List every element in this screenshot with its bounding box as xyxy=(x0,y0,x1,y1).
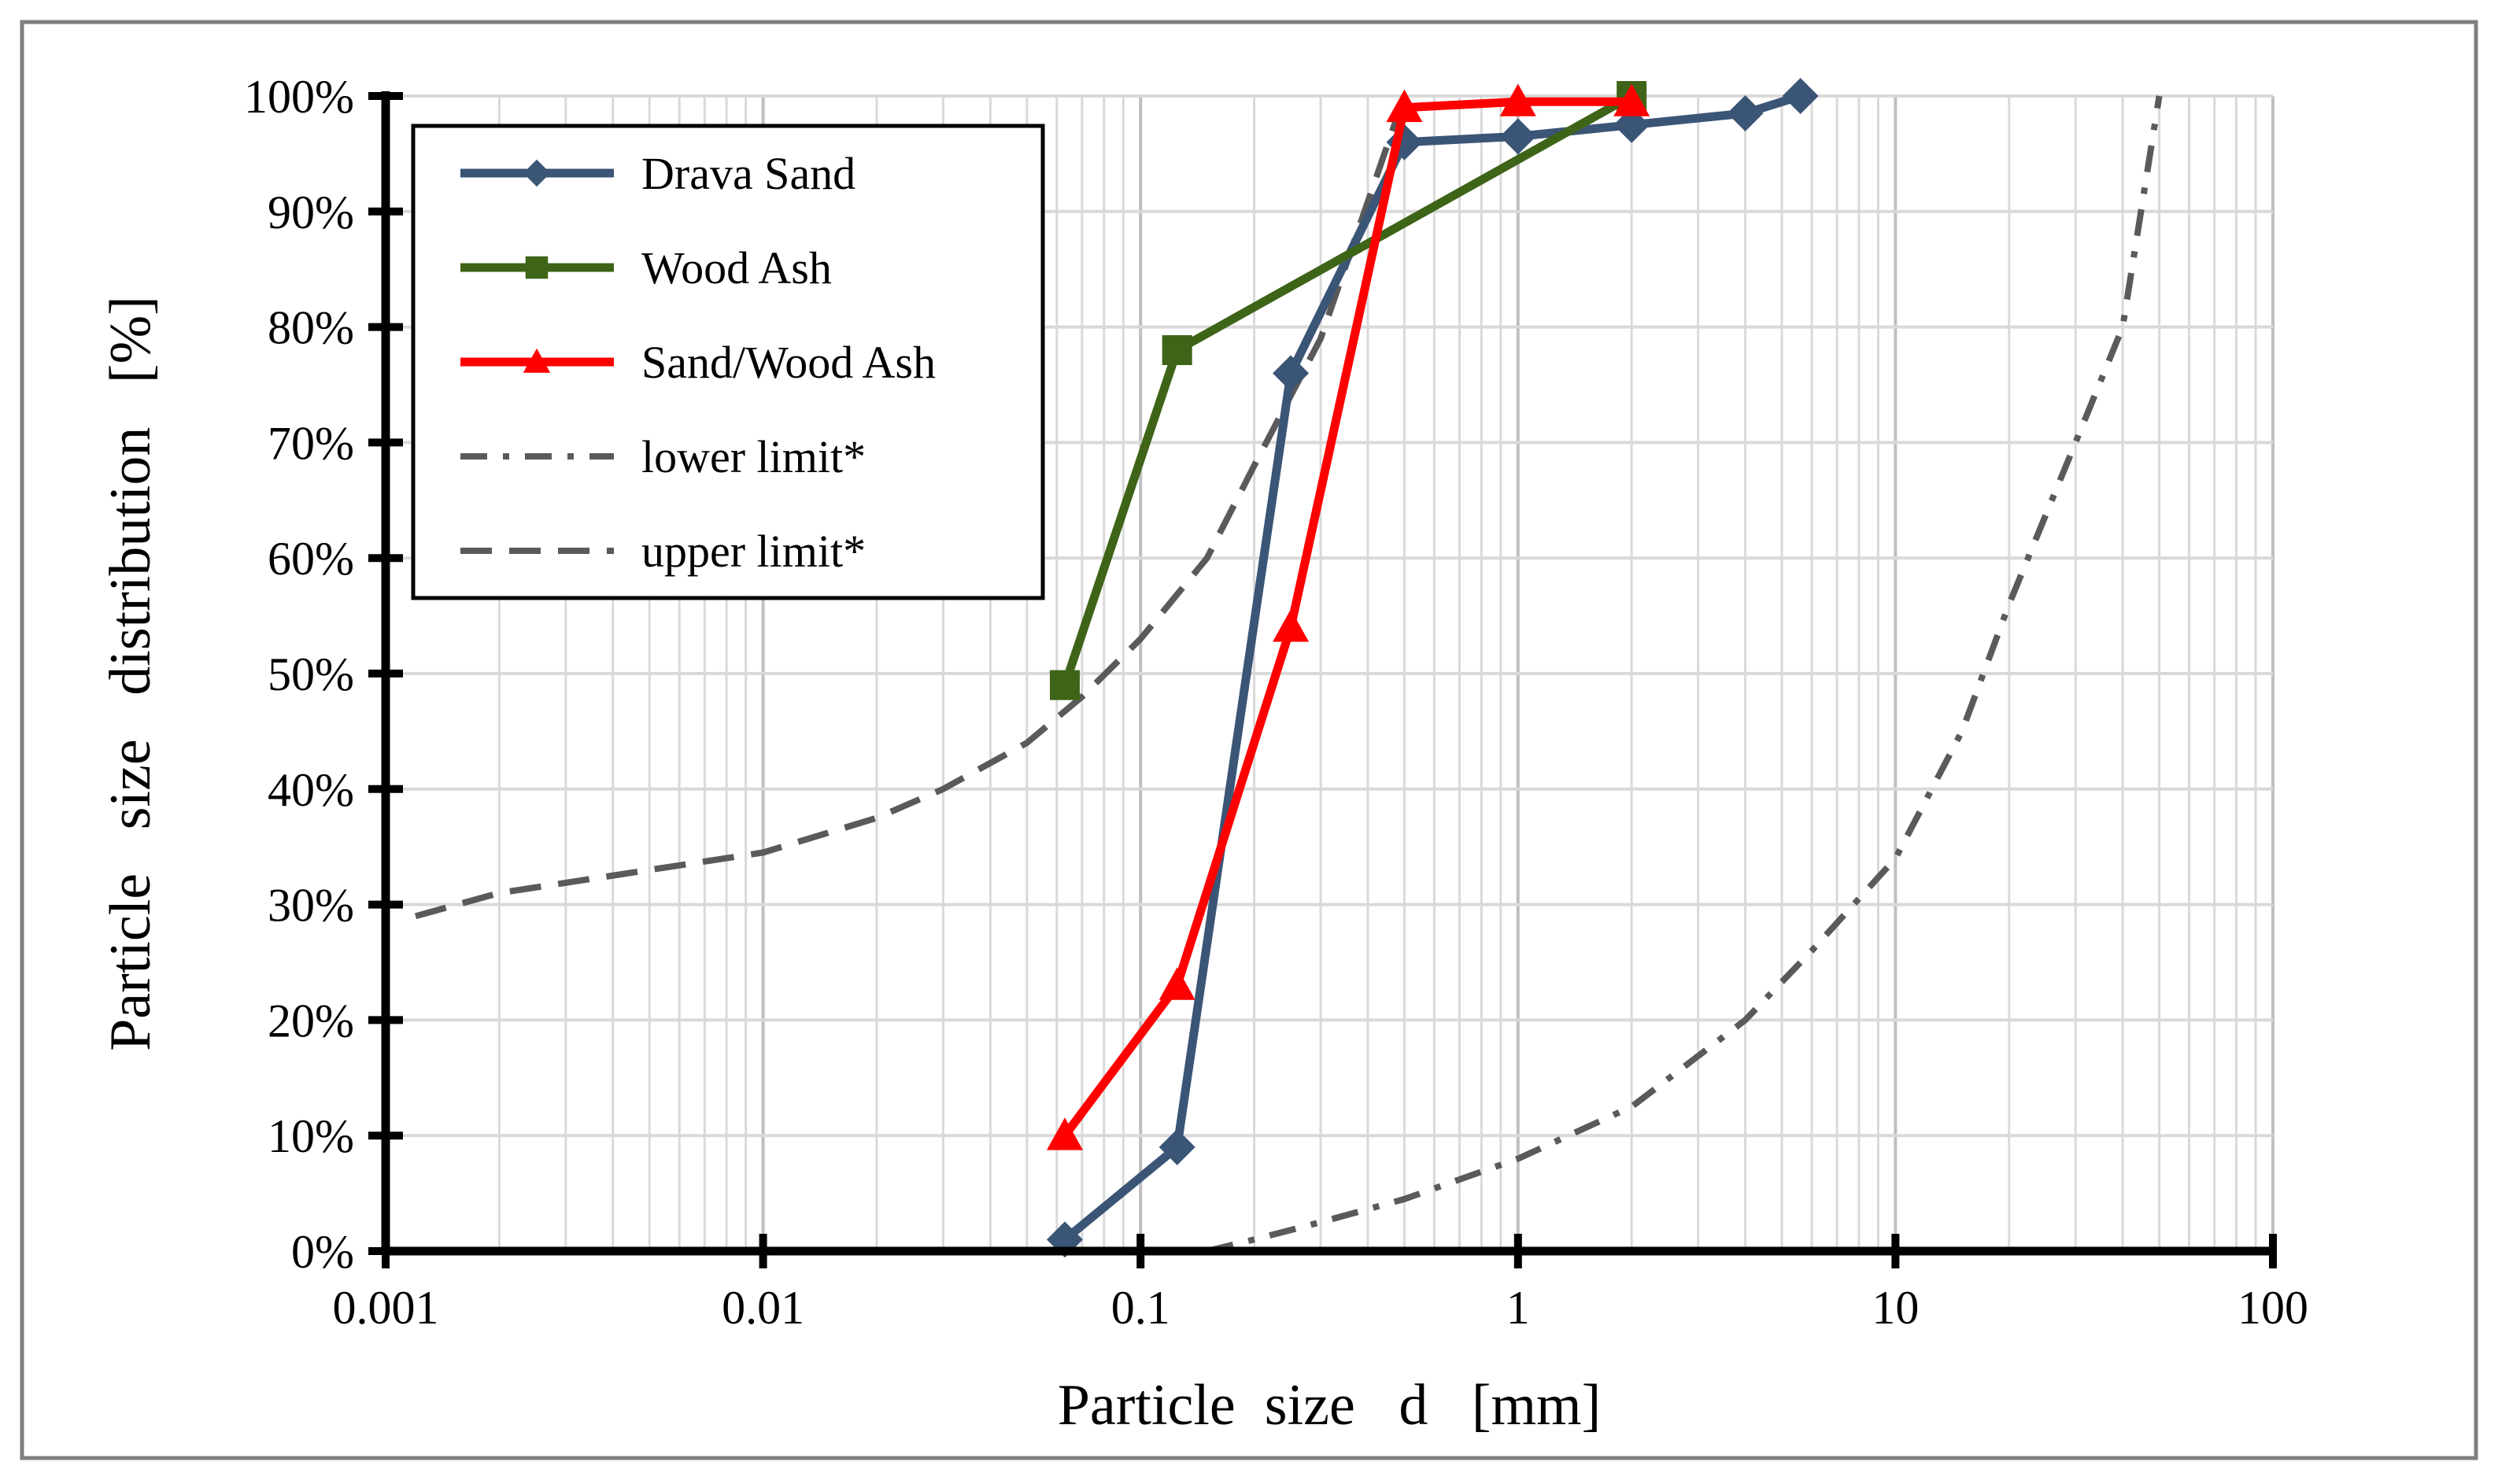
legend-label: Drava Sand xyxy=(641,148,855,199)
legend-entry: upper limit* xyxy=(460,526,866,577)
data-point-triangle xyxy=(1499,83,1536,116)
y-tick-label: 60% xyxy=(268,533,354,585)
series-line xyxy=(1206,95,2163,1254)
data-point-diamond xyxy=(1499,118,1536,155)
x-tick-label: 10 xyxy=(1872,1282,1919,1334)
x-tick-label: 1 xyxy=(1506,1282,1530,1334)
data-point-diamond xyxy=(1158,1128,1195,1165)
data-point-triangle xyxy=(1158,967,1195,1000)
legend: Drava Sand Wood Ash Sand/Wood Ash lower lim… xyxy=(411,124,1045,600)
series-sand-wood-ash xyxy=(1046,83,1650,1150)
x-tick-label: 0.001 xyxy=(333,1282,439,1334)
legend-entry: Drava Sand xyxy=(460,148,855,199)
legend-label: Sand/Wood Ash xyxy=(641,337,936,388)
data-point-triangle xyxy=(1613,83,1650,116)
series-lower-limit xyxy=(1206,95,2163,1254)
x-tick-label: 0.01 xyxy=(722,1282,804,1334)
y-tick-label: 0% xyxy=(291,1226,354,1278)
legend-label: Wood Ash xyxy=(641,242,832,293)
data-point-diamond xyxy=(1727,95,1764,132)
y-tick-label: 70% xyxy=(268,417,354,469)
legend-label: lower limit* xyxy=(641,431,866,482)
data-point-triangle xyxy=(1046,1117,1083,1150)
data-point-square xyxy=(1049,670,1080,700)
series-wood-ash xyxy=(1049,81,1647,700)
series-upper-limit xyxy=(414,94,1408,920)
data-point-diamond xyxy=(1273,355,1310,392)
data-point-triangle xyxy=(1273,609,1310,642)
y-tick-label: 90% xyxy=(268,186,354,238)
x-tick-label: 0.1 xyxy=(1111,1282,1170,1334)
tick-labels: 0% 10% 20% 30% 40% 50% 60% 70% 80% 90% 100% 0.001 0.… xyxy=(244,71,2308,1334)
y-tick-label: 80% xyxy=(268,302,354,354)
series-line xyxy=(1060,97,1636,1140)
data-point-diamond xyxy=(523,159,551,187)
data-point-triangle xyxy=(523,348,551,373)
y-axis-title: Particle size distribution [%] xyxy=(98,296,163,1051)
y-tick-label: 50% xyxy=(268,648,354,700)
legend-label: upper limit* xyxy=(641,526,866,577)
data-point-triangle xyxy=(1386,89,1423,123)
legend-entry: Sand/Wood Ash xyxy=(460,337,936,388)
x-axis-title: Particle size d [mm] xyxy=(1058,1373,1601,1438)
y-tick-label: 100% xyxy=(244,71,354,123)
series-group xyxy=(414,78,2163,1258)
y-tick-label: 20% xyxy=(268,995,354,1047)
y-tick-label: 40% xyxy=(268,764,354,816)
legend-entry: Wood Ash xyxy=(460,242,832,293)
data-point-square xyxy=(525,256,549,279)
y-tick-label: 30% xyxy=(268,880,354,932)
y-tick-label: 10% xyxy=(268,1110,354,1162)
x-tick-label: 100 xyxy=(2237,1282,2308,1334)
data-point-diamond xyxy=(1782,78,1819,114)
series-line xyxy=(414,94,1408,920)
legend-entry: lower limit* xyxy=(460,431,866,482)
data-point-square xyxy=(1162,334,1192,365)
series-line xyxy=(1060,91,1805,1244)
